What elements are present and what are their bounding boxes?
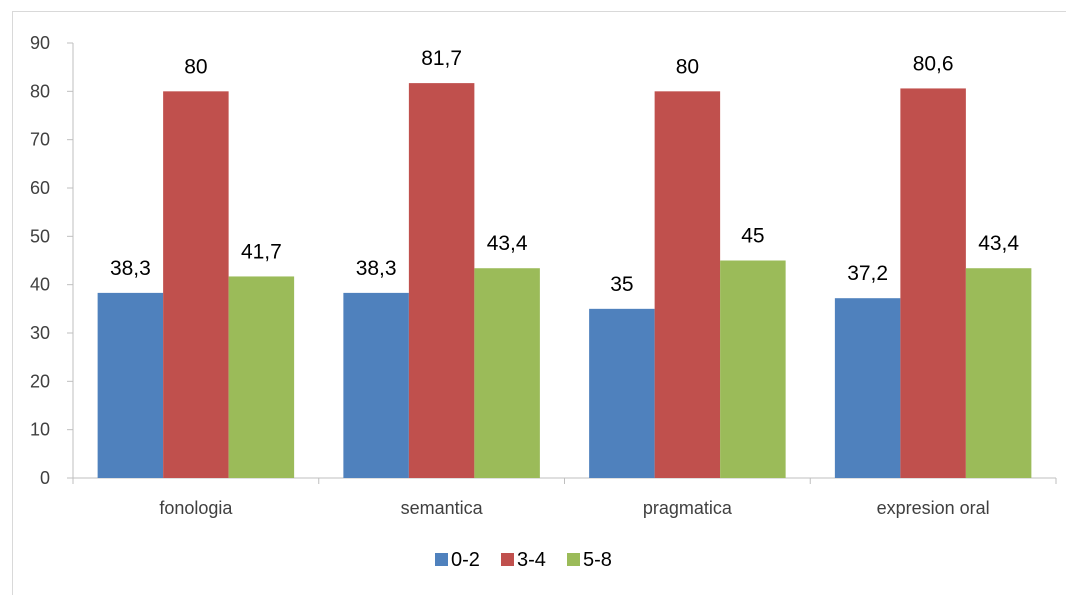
legend-swatch-5-8 — [567, 553, 580, 566]
y-tick-label: 70 — [30, 130, 50, 150]
data-label: 35 — [610, 273, 633, 296]
bar-3-4 — [408, 83, 475, 478]
data-labels: 38,3 80 41,7 38,3 81,7 43,4 35 80 45 37,2 80,6 43,4 — [110, 47, 1019, 296]
data-label: 41,7 — [241, 240, 282, 263]
y-tick-label: 50 — [30, 226, 50, 246]
bar-3-4 — [654, 91, 721, 478]
bar-3-4 — [900, 88, 966, 478]
data-label: 43,4 — [978, 232, 1019, 255]
data-label: 38,3 — [356, 257, 397, 280]
bar-3-4 — [163, 91, 229, 478]
bar-0-2 — [343, 292, 409, 478]
bar-5-8 — [474, 268, 540, 478]
data-label: 80 — [184, 55, 207, 78]
bars — [97, 83, 1032, 478]
y-tick-label: 40 — [30, 275, 50, 295]
chart-frame — [12, 11, 1066, 595]
data-label: 80 — [676, 55, 699, 78]
legend-swatch-0-2 — [435, 553, 448, 566]
y-tick-label: 10 — [30, 420, 50, 440]
legend-label: 3-4 — [517, 549, 546, 571]
y-axis-ticks: 0 10 20 30 40 50 60 70 80 90 — [30, 33, 73, 488]
x-tick-label: pragmatica — [643, 498, 733, 518]
y-tick-label: 90 — [30, 33, 50, 53]
y-tick-label: 0 — [40, 468, 50, 488]
bar-0-2 — [834, 298, 901, 478]
data-label: 81,7 — [421, 47, 462, 70]
y-tick-label: 80 — [30, 81, 50, 101]
bar-5-8 — [228, 276, 295, 478]
legend: 0-2 3-4 5-8 — [435, 549, 612, 571]
data-label: 43,4 — [487, 232, 528, 255]
y-tick-label: 20 — [30, 371, 50, 391]
legend-label: 5-8 — [583, 549, 612, 571]
y-tick-label: 30 — [30, 323, 50, 343]
y-tick-label: 60 — [30, 178, 50, 198]
legend-label: 0-2 — [451, 549, 480, 571]
data-label: 38,3 — [110, 257, 151, 280]
data-label: 80,6 — [913, 52, 954, 75]
bar-0-2 — [589, 308, 655, 478]
bar-5-8 — [720, 260, 786, 478]
x-tick-label: expresion oral — [877, 498, 990, 518]
x-tick-label: semantica — [401, 498, 484, 518]
legend-swatch-3-4 — [501, 553, 514, 566]
bar-0-2 — [97, 292, 164, 478]
data-label: 37,2 — [847, 262, 888, 285]
bar-5-8 — [965, 268, 1032, 478]
x-axis-ticks: fonologia semantica pragmatica expresion or… — [72, 478, 1057, 518]
x-tick-label: fonologia — [159, 498, 233, 518]
data-label: 45 — [741, 225, 764, 248]
